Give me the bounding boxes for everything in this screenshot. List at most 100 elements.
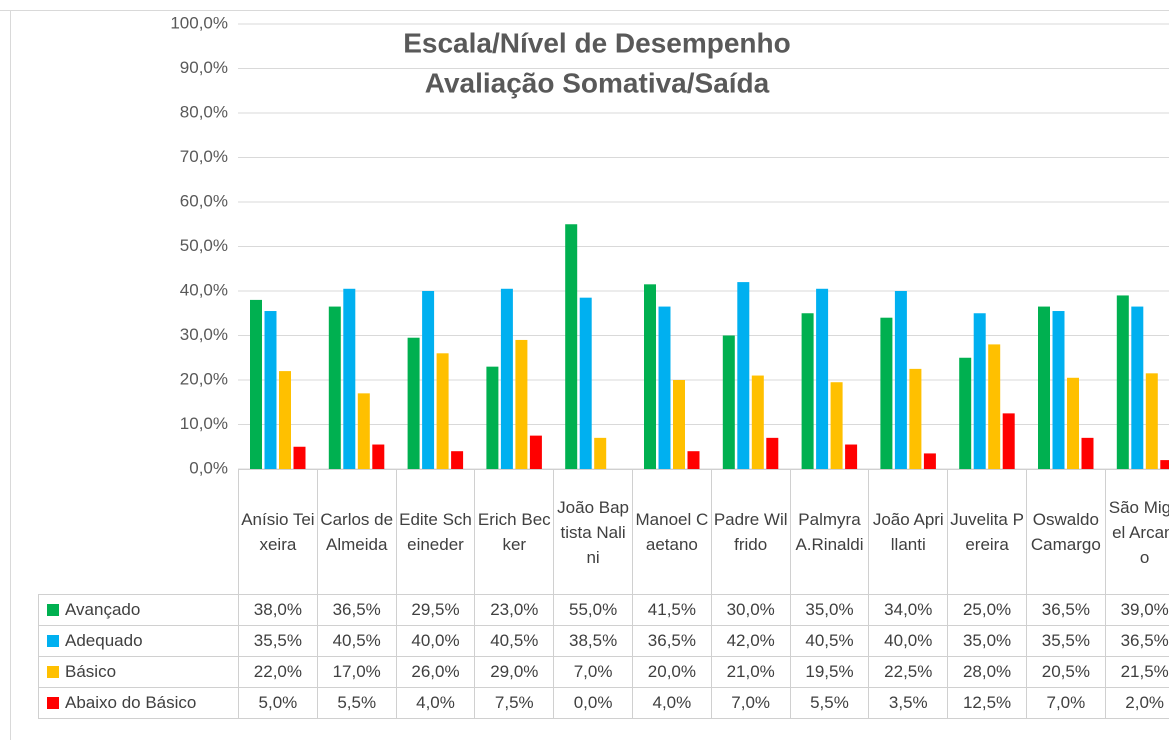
data-label: 35,5% — [1025, 625, 1106, 657]
data-label: 23,0% — [474, 594, 555, 626]
legend-swatch — [47, 604, 59, 616]
data-label: 17,0% — [316, 656, 397, 688]
bar — [1116, 295, 1129, 469]
data-label: 20,0% — [631, 656, 712, 688]
data-label: 7,5% — [474, 687, 555, 719]
legend-swatch — [47, 635, 59, 647]
y-tick-label: 20,0% — [180, 369, 228, 388]
chart-title: Escala/Nível de Desempenho — [403, 27, 791, 58]
bar — [673, 380, 685, 469]
data-label: 29,5% — [395, 594, 476, 626]
data-label: 0,0% — [553, 687, 633, 719]
bar — [909, 368, 922, 469]
data-label: 40,5% — [316, 625, 397, 657]
data-label: 5,5% — [316, 687, 397, 719]
data-label: 39,0% — [1104, 594, 1169, 626]
data-label: 40,0% — [868, 625, 949, 657]
data-label: 29,0% — [474, 656, 555, 688]
bar — [687, 451, 700, 469]
data-label: 40,0% — [395, 625, 476, 657]
data-label: 7,0% — [1025, 687, 1106, 719]
bar — [1131, 306, 1144, 469]
legend-label: Avançado — [65, 600, 141, 619]
data-label: 35,0% — [789, 594, 870, 626]
data-label: 30,0% — [710, 594, 791, 626]
x-tick-label: Oswaldo Camargo — [1025, 469, 1106, 595]
data-label: 42,0% — [710, 625, 791, 657]
data-label: 36,5% — [631, 625, 712, 657]
y-tick-label: 50,0% — [180, 236, 228, 255]
x-tick-label: Juvelita Pereira — [947, 469, 1027, 595]
data-label: 3,5% — [868, 687, 949, 719]
legend-entry: Abaixo do Básico — [38, 687, 239, 719]
y-tick-label: 30,0% — [180, 325, 228, 344]
data-label: 21,5% — [1104, 656, 1169, 688]
legend-swatch — [47, 666, 59, 678]
data-label: 38,5% — [553, 625, 633, 657]
bar — [1002, 413, 1015, 469]
x-tick-label: Carlos de Almeida — [316, 469, 397, 595]
y-tick-label: 60,0% — [180, 191, 228, 210]
data-label: 36,5% — [316, 594, 397, 626]
bar — [250, 299, 262, 469]
y-tick-label: 40,0% — [180, 280, 228, 299]
data-label: 4,0% — [631, 687, 712, 719]
bar — [1038, 306, 1050, 469]
bar — [923, 453, 936, 469]
y-tick-label: 10,0% — [180, 414, 228, 433]
data-label: 25,0% — [947, 594, 1027, 626]
y-tick-label: 0,0% — [189, 458, 228, 477]
data-label: 28,0% — [947, 656, 1027, 688]
legend-label: Básico — [65, 662, 117, 681]
bar — [766, 437, 779, 469]
bar — [988, 344, 1001, 469]
data-label: 21,0% — [710, 656, 791, 688]
data-table: Anísio Teixeira Carlos de Almeida Edite Sc… — [38, 469, 1169, 719]
data-label: 36,5% — [1104, 625, 1169, 657]
legend-entry: Adequado — [38, 625, 239, 657]
bar — [1067, 377, 1079, 469]
data-label: 7,0% — [710, 687, 791, 719]
data-label: 40,5% — [789, 625, 870, 657]
frame — [0, 10, 1169, 11]
bar — [644, 284, 656, 469]
bar — [751, 375, 764, 469]
data-label: 12,5% — [947, 687, 1027, 719]
data-label: 20,5% — [1025, 656, 1106, 688]
corner — [39, 470, 239, 595]
x-tick-label: Anísio Teixeira — [238, 469, 318, 595]
bar — [737, 282, 750, 469]
data-label: 7,0% — [553, 656, 633, 688]
bar — [658, 306, 671, 469]
bar — [579, 297, 592, 469]
x-tick-label: João Aprillanti — [868, 469, 949, 595]
data-label: 22,0% — [238, 656, 318, 688]
data-label: 41,5% — [631, 594, 712, 626]
data-row: Básico 22,0% 17,0% 26,0% 29,0% 7,0% 20,0% 21,0%… — [38, 656, 1169, 688]
x-tick-label: Padre Wilfrido — [710, 469, 791, 595]
bar — [293, 446, 306, 469]
bar — [279, 371, 291, 469]
bar — [515, 339, 528, 469]
bar — [264, 311, 277, 469]
data-label: 36,5% — [1025, 594, 1106, 626]
legend-entry: Avançado — [38, 594, 239, 626]
data-row: Adequado 35,5% 40,5% 40,0% 40,5% 38,5% 36,5% 42… — [38, 625, 1169, 657]
bar — [845, 444, 858, 469]
legend-label: Adequado — [65, 631, 143, 650]
bar — [357, 393, 370, 469]
y-tick-label: 90,0% — [180, 58, 228, 77]
bar — [816, 288, 829, 469]
y-tick-label: 80,0% — [180, 102, 228, 121]
legend-swatch — [47, 697, 59, 709]
data-label: 4,0% — [395, 687, 476, 719]
bar — [529, 435, 542, 469]
x-tick-label: João Baptista Nalini — [553, 469, 633, 595]
bar — [1081, 437, 1094, 469]
data-label: 19,5% — [789, 656, 870, 688]
bar — [973, 313, 986, 469]
data-label: 5,5% — [789, 687, 870, 719]
bar — [722, 335, 735, 469]
